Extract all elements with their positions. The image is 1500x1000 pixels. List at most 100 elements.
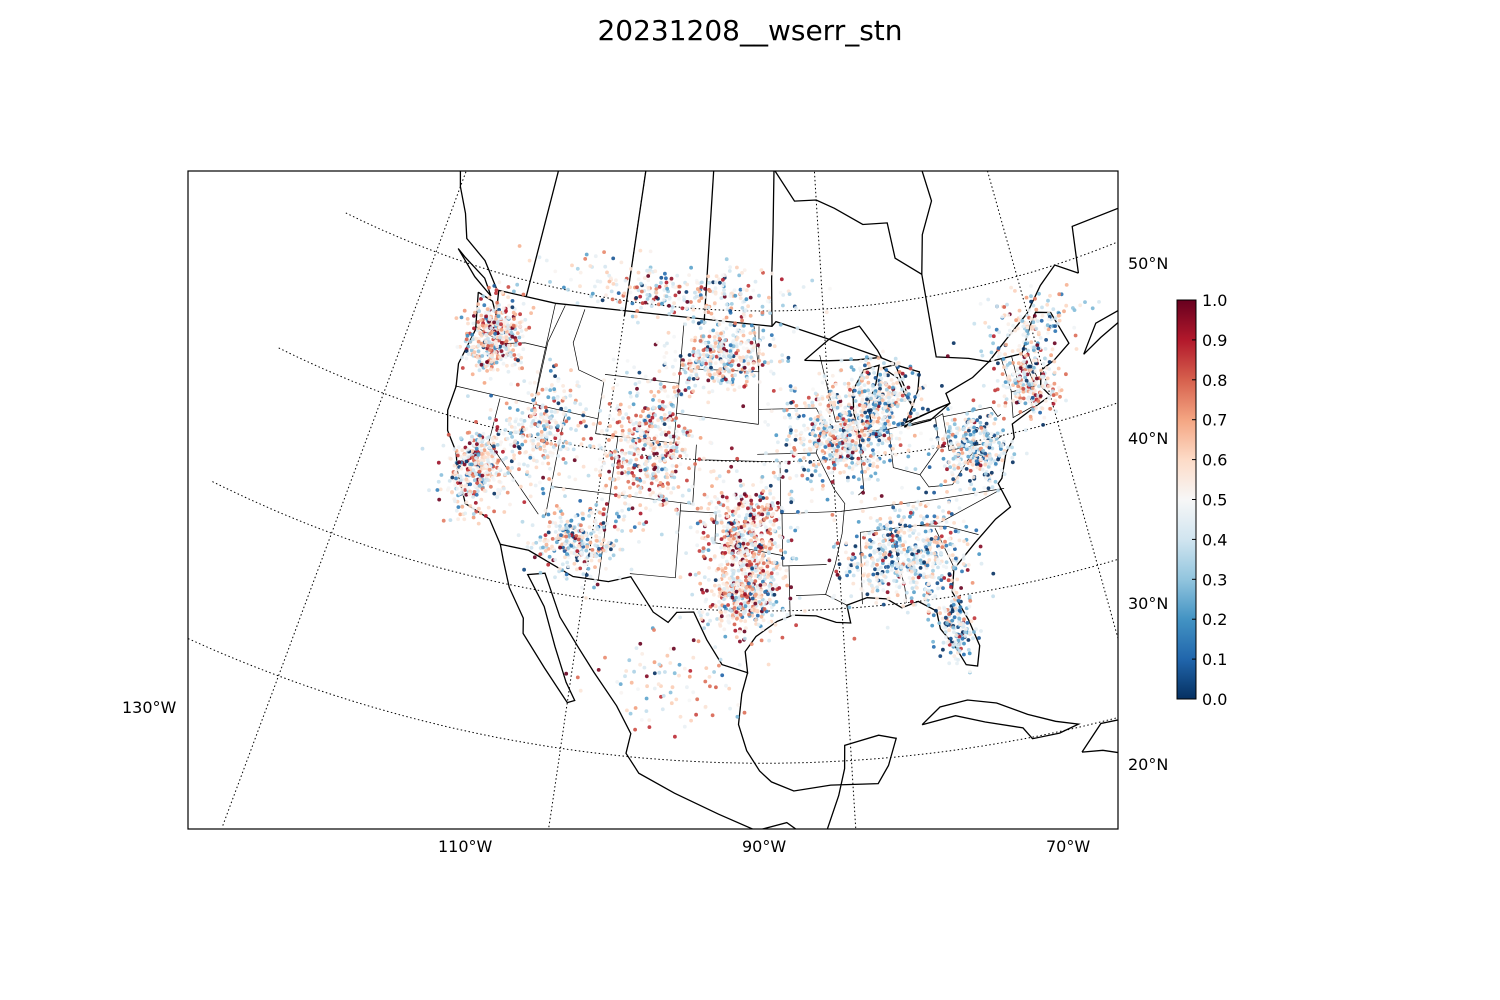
station-point xyxy=(731,493,736,497)
station-point xyxy=(873,471,878,476)
station-point xyxy=(487,317,492,322)
station-point xyxy=(861,509,865,513)
station-point xyxy=(907,392,911,396)
station-point xyxy=(660,400,665,404)
station-point xyxy=(519,417,523,422)
station-point xyxy=(748,516,753,521)
station-point xyxy=(634,491,639,496)
station-point xyxy=(757,348,761,352)
station-point xyxy=(702,575,707,580)
station-point xyxy=(670,364,675,369)
station-point xyxy=(712,335,717,339)
station-point xyxy=(763,590,767,594)
station-point xyxy=(686,433,691,438)
station-point xyxy=(944,543,949,548)
station-point xyxy=(653,465,658,470)
station-point xyxy=(760,627,765,632)
station-point xyxy=(775,501,780,505)
station-point xyxy=(723,609,728,614)
station-point xyxy=(471,512,476,516)
station-point xyxy=(616,471,621,475)
station-point xyxy=(883,451,887,455)
station-point xyxy=(678,462,683,467)
station-point xyxy=(919,514,923,518)
station-point xyxy=(460,448,465,453)
station-point xyxy=(736,522,740,527)
station-point xyxy=(957,616,962,621)
station-point xyxy=(739,483,743,488)
station-point xyxy=(779,535,784,540)
station-point xyxy=(846,566,851,571)
station-point xyxy=(850,491,855,495)
station-point xyxy=(604,502,609,506)
station-point xyxy=(879,494,884,498)
station-point xyxy=(827,558,832,563)
station-point xyxy=(782,408,787,413)
station-point xyxy=(584,548,589,553)
station-point xyxy=(719,349,724,354)
station-point xyxy=(540,387,545,392)
station-point xyxy=(664,448,668,453)
station-point xyxy=(650,415,655,420)
station-point xyxy=(464,349,469,353)
station-point xyxy=(772,560,777,565)
station-point xyxy=(730,613,735,617)
station-point xyxy=(895,381,899,385)
canada-us-inner-line xyxy=(770,171,775,327)
station-point xyxy=(687,500,691,505)
station-point xyxy=(885,523,889,528)
station-point xyxy=(638,486,643,490)
station-point xyxy=(637,421,642,426)
station-point xyxy=(769,333,774,337)
station-point xyxy=(937,505,941,509)
station-point xyxy=(701,546,706,551)
station-point xyxy=(522,567,526,572)
station-point xyxy=(562,549,567,553)
station-point xyxy=(947,612,951,616)
station-point xyxy=(478,477,482,482)
station-point xyxy=(489,360,494,364)
station-point xyxy=(484,464,488,469)
station-point xyxy=(940,616,945,621)
station-point xyxy=(532,458,536,463)
station-point xyxy=(919,397,924,402)
station-point xyxy=(623,501,627,506)
station-point xyxy=(771,496,776,500)
station-point xyxy=(912,590,916,595)
station-point xyxy=(832,463,837,467)
station-point xyxy=(589,554,594,558)
station-point xyxy=(757,380,762,384)
station-point xyxy=(741,333,746,338)
station-point xyxy=(682,426,687,431)
station-point xyxy=(742,524,747,528)
station-point xyxy=(863,458,868,463)
station-point xyxy=(903,540,907,544)
station-point xyxy=(617,575,622,580)
station-point xyxy=(865,574,870,578)
station-point xyxy=(632,525,637,529)
station-point xyxy=(515,331,520,335)
station-point xyxy=(533,422,537,426)
station-point xyxy=(452,447,457,452)
station-point xyxy=(863,531,868,536)
station-point xyxy=(634,394,639,398)
station-point xyxy=(579,442,584,447)
station-point xyxy=(722,586,727,591)
station-point xyxy=(587,525,592,529)
station-point xyxy=(719,520,724,525)
station-point xyxy=(666,418,671,423)
station-point xyxy=(962,426,966,431)
station-point xyxy=(837,576,842,580)
station-point xyxy=(512,353,517,357)
station-point xyxy=(631,422,636,427)
station-point xyxy=(736,568,741,573)
station-point xyxy=(462,308,467,313)
station-point xyxy=(708,329,713,334)
station-point xyxy=(542,539,547,543)
station-point xyxy=(854,534,859,539)
station-point xyxy=(820,449,825,453)
station-point xyxy=(801,413,806,418)
station-point xyxy=(750,613,755,618)
station-point xyxy=(566,416,571,421)
station-point xyxy=(849,406,854,410)
